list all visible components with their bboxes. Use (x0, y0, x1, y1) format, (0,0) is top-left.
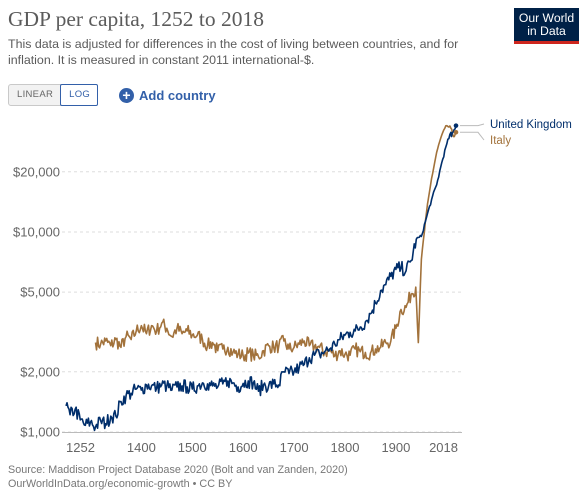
owid-logo[interactable]: Our World in Data (514, 8, 579, 44)
logo-line-1: Our World (518, 11, 575, 25)
y-axis: $1,000 $2,000 $5,000 $10,000 $20,000 (13, 164, 60, 439)
series-line-united-kingdom[interactable] (65, 125, 457, 432)
x-tick-label: 1252 (66, 440, 95, 455)
x-tick-label: 1700 (280, 440, 309, 455)
log-scale-button[interactable]: LOG (60, 84, 99, 106)
chart-title: GDP per capita, 1252 to 2018 (8, 7, 264, 31)
x-tick-label: 1500 (178, 440, 207, 455)
x-tick-label: 1600 (229, 440, 258, 455)
end-marker-united-kingdom (453, 123, 459, 128)
x-tick-label: 1800 (331, 440, 360, 455)
scale-toggle: LINEAR LOG (8, 84, 99, 106)
series-line-italy[interactable] (94, 124, 457, 362)
linear-scale-button[interactable]: LINEAR (17, 89, 54, 100)
legend-label-united-kingdom[interactable]: United Kingdom (490, 119, 572, 131)
end-marker-italy (453, 129, 459, 135)
y-tick-label: $5,000 (20, 285, 60, 300)
source-note: Source: Maddison Project Database 2020 (… (8, 463, 348, 491)
legend-connector (460, 123, 485, 127)
x-tick-label: 2018 (429, 440, 458, 455)
y-tick-label: $1,000 (20, 425, 60, 440)
legend: United Kingdom Italy (460, 119, 572, 147)
y-tick-label: $10,000 (13, 224, 60, 239)
logo-stripe (514, 41, 579, 44)
grid-lines (62, 171, 462, 433)
x-axis: 1252 1400 1500 1600 1700 1800 1900 2018 (62, 432, 462, 455)
legend-connector (460, 131, 485, 141)
add-country-button[interactable]: + Add country (119, 85, 216, 105)
logo-line-2: in Data (527, 24, 566, 38)
y-tick-label: $2,000 (20, 364, 60, 379)
add-country-label: Add country (139, 87, 216, 103)
chart-subtitle: This data is adjusted for differences in… (8, 37, 459, 67)
x-tick-label: 1900 (381, 440, 410, 455)
x-tick-label: 1400 (127, 440, 156, 455)
source-line-1: Source: Maddison Project Database 2020 (… (8, 464, 348, 476)
y-tick-label: $20,000 (13, 164, 60, 179)
plus-circle-icon: + (119, 87, 134, 103)
legend-label-italy[interactable]: Italy (490, 135, 511, 147)
series-layer (65, 123, 459, 432)
source-line-2[interactable]: OurWorldInData.org/economic-growth • CC … (8, 478, 233, 490)
